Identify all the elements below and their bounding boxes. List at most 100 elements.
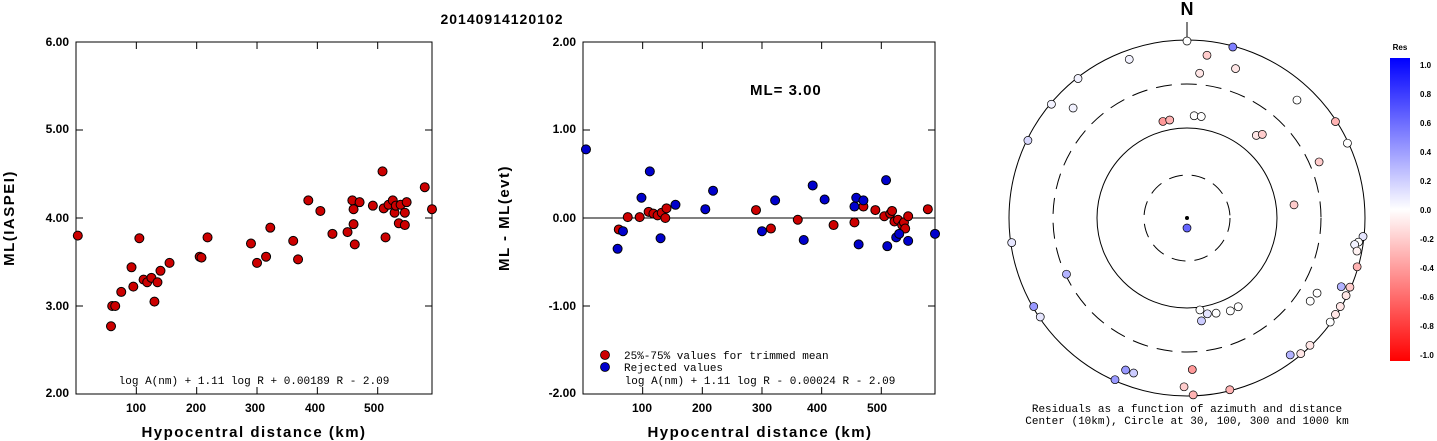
chart-1-formula: log A(nm) + 1.11 log R + 0.00189 R - 2.0… <box>119 376 390 388</box>
chart-1-ytick-label: 4.00 <box>46 211 70 225</box>
colorbar-title: Res <box>1393 43 1408 52</box>
chart-2-points <box>580 144 940 254</box>
rejected-point <box>930 228 940 239</box>
chart-2-ytick-label: 0.00 <box>553 211 577 225</box>
data-point <box>128 281 139 292</box>
station-residual-point <box>1203 309 1212 319</box>
rejected-point <box>612 243 623 254</box>
colorbar-label: -1.0 <box>1420 351 1434 360</box>
chart-2-ytick-label: 2.00 <box>553 35 577 49</box>
chart-1-y-axis-title: ML(IASPEI) <box>1 170 18 266</box>
colorbar-gradient <box>1390 58 1410 361</box>
data-point <box>196 252 207 263</box>
data-point <box>155 265 166 276</box>
station-residual-point <box>1345 282 1355 292</box>
data-point <box>105 321 116 332</box>
accepted-point <box>903 211 914 222</box>
station-residual-point <box>1121 365 1130 375</box>
station-residual-point <box>1062 269 1071 279</box>
station-residual-point <box>1285 350 1295 360</box>
data-point <box>367 200 378 211</box>
rejected-point <box>580 144 591 155</box>
chart-1-ticks <box>76 42 432 394</box>
chart-1-points <box>72 166 437 332</box>
station-residual-point <box>1231 64 1240 73</box>
chart-1-ytick-label: 3.00 <box>46 299 70 313</box>
colorbar-label: -0.8 <box>1420 322 1434 331</box>
station-residual-point <box>1195 68 1205 78</box>
epicenter-dot <box>1185 216 1189 220</box>
rejected-point <box>849 201 860 212</box>
rejected-point <box>894 228 905 239</box>
chart-1-xtick-label: 200 <box>186 401 206 415</box>
data-point <box>202 232 213 243</box>
data-point <box>116 286 127 297</box>
station-residual-point <box>1195 305 1205 315</box>
data-point <box>293 254 304 265</box>
station-residual-point <box>1312 288 1322 298</box>
station-residual-point <box>1029 302 1039 311</box>
data-point <box>288 235 299 246</box>
chart-2-xtick-label: 100 <box>632 401 652 415</box>
chart-1-x-axis-title: Hypocentral distance (km) <box>141 424 366 441</box>
rejected-point <box>819 194 830 205</box>
station-residual-point <box>1233 302 1243 312</box>
station-residual-point <box>1331 117 1340 126</box>
rejected-point <box>655 233 666 244</box>
rejected-point <box>700 204 711 215</box>
chart-2-ticks <box>583 42 935 394</box>
polar-ring-30km <box>1143 174 1231 262</box>
rejected-point <box>756 226 767 237</box>
station-residual-point <box>1165 115 1175 125</box>
data-point <box>348 204 359 215</box>
chart-1-ytick-label: 6.00 <box>46 35 70 49</box>
chart-1-plot-frame <box>75 41 433 395</box>
rejected-point <box>853 239 864 250</box>
chart-1-xtick-label: 400 <box>305 401 325 415</box>
rejected-point <box>617 226 628 237</box>
chart-2: -2.00 -1.00 0.00 1.00 2.00 100 200 300 4… <box>496 35 940 441</box>
chart-1: 2.00 3.00 4.00 5.00 6.00 100 200 300 400… <box>1 35 437 441</box>
ml-annotation: ML= 3.00 <box>750 82 822 99</box>
data-point <box>399 207 410 218</box>
station-residual-point <box>1343 138 1352 148</box>
data-point <box>252 257 263 268</box>
data-point <box>327 228 338 239</box>
colorbar-label: -0.2 <box>1420 235 1434 244</box>
station-residual-point <box>1228 42 1238 52</box>
data-point <box>164 257 175 268</box>
station-residual-point <box>1335 302 1345 311</box>
station-residual-point <box>1325 317 1335 327</box>
chart-1-xtick-label: 100 <box>126 401 146 415</box>
data-point <box>152 277 163 288</box>
station-residual-point <box>1211 308 1221 318</box>
accepted-point <box>870 205 881 216</box>
station-residual-point <box>1305 296 1315 306</box>
chart-2-xtick-label: 300 <box>752 401 772 415</box>
accepted-point <box>792 214 803 225</box>
accepted-point <box>661 203 672 214</box>
data-point <box>380 232 391 243</box>
station-residual-point <box>1197 316 1206 326</box>
accepted-point <box>887 205 898 216</box>
station-residual-point <box>1007 238 1017 247</box>
station-residual-point <box>1225 385 1235 395</box>
chart-1-ytick-label: 5.00 <box>46 122 70 136</box>
accepted-point <box>634 212 645 223</box>
data-point <box>377 166 388 177</box>
rejected-point <box>708 185 719 196</box>
colorbar: Res 1.0 0.8 0.6 0.4 0.2 0.0 -0.2 -0.4 -0… <box>1390 43 1434 361</box>
data-point <box>265 222 276 233</box>
colorbar-label: -0.4 <box>1420 264 1434 273</box>
station-residual-point <box>1352 262 1362 272</box>
station-residual-point <box>1110 375 1120 385</box>
chart-2-formula: log A(nm) + 1.11 log R - 0.00024 R - 2.0… <box>625 376 896 388</box>
data-point <box>348 219 359 230</box>
polar-ring-300km <box>1052 83 1322 353</box>
data-point <box>134 233 145 244</box>
accepted-point <box>765 223 776 234</box>
station-residual-point <box>1202 50 1212 60</box>
station-residual-point <box>1179 382 1189 392</box>
chart-1-ytick-label: 2.00 <box>46 386 70 400</box>
chart-2-ytick-label: -2.00 <box>549 386 577 400</box>
